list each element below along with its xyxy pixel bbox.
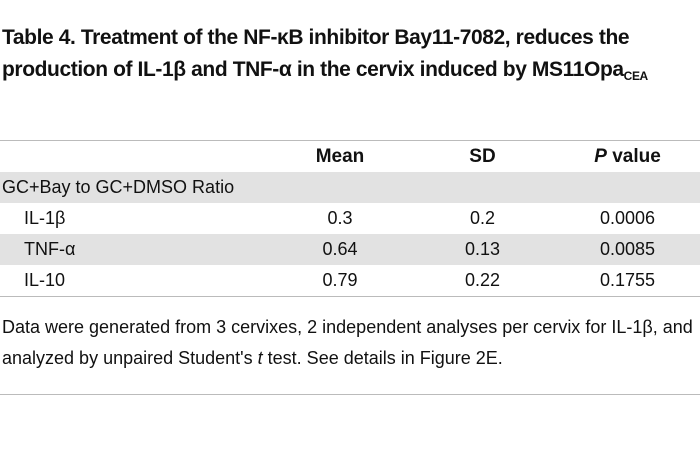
- header-text: value: [612, 145, 661, 167]
- table-title: Table 4. Treatment of the NF-κB inhibito…: [2, 22, 692, 92]
- cell: 0.64: [270, 234, 410, 265]
- cell: 0.2: [469, 208, 496, 228]
- header-cell: P value: [555, 141, 700, 173]
- table-row: TNF-α 0.64 0.13 0.0085: [0, 234, 700, 265]
- table-row: IL-1β 0.3 0.2 0.0006: [0, 203, 700, 234]
- cell: 0.3: [327, 208, 353, 228]
- title-subscript: CEA: [623, 69, 649, 83]
- cell: 0.0006: [599, 208, 656, 228]
- group-label: GC+Bay to GC+DMSO Ratio: [0, 172, 700, 203]
- header-cell: [0, 141, 270, 173]
- title-text: Table 4. Treatment of the NF-κB inhibito…: [2, 26, 630, 81]
- footnote: Data were generated from 3 cervixes, 2 i…: [2, 312, 698, 374]
- cell: 0.13: [410, 234, 555, 265]
- cell: 0.22: [464, 270, 501, 290]
- footnote-text: test. See details in Figure 2E.: [267, 348, 503, 368]
- header-row: Mean SD P value: [0, 141, 700, 173]
- header-cell: Mean: [315, 145, 365, 167]
- row-label: IL-1β: [24, 208, 66, 228]
- header-cell: SD: [469, 145, 496, 167]
- footnote-italic: t: [257, 348, 263, 368]
- data-table: Mean SD P value GC+Bay to GC+DMSO Ratio …: [0, 140, 700, 297]
- group-row: GC+Bay to GC+DMSO Ratio: [0, 172, 700, 203]
- cell: 0.0085: [555, 234, 700, 265]
- table-body: IL-1β 0.3 0.2 0.0006 TNF-α 0.64 0.13 0.0085 IL-1…: [0, 203, 700, 297]
- footnote-text: Data were generated from 3 cervixes, 2 i…: [2, 317, 693, 368]
- row-label: IL-10: [24, 270, 66, 290]
- cell: 0.79: [322, 270, 358, 290]
- cell: 0.1755: [599, 270, 656, 290]
- table-row: IL-10 0.79 0.22 0.1755: [0, 265, 700, 297]
- row-label: TNF-α: [0, 234, 270, 265]
- header-italic: P: [594, 145, 607, 167]
- bottom-rule: [0, 394, 700, 395]
